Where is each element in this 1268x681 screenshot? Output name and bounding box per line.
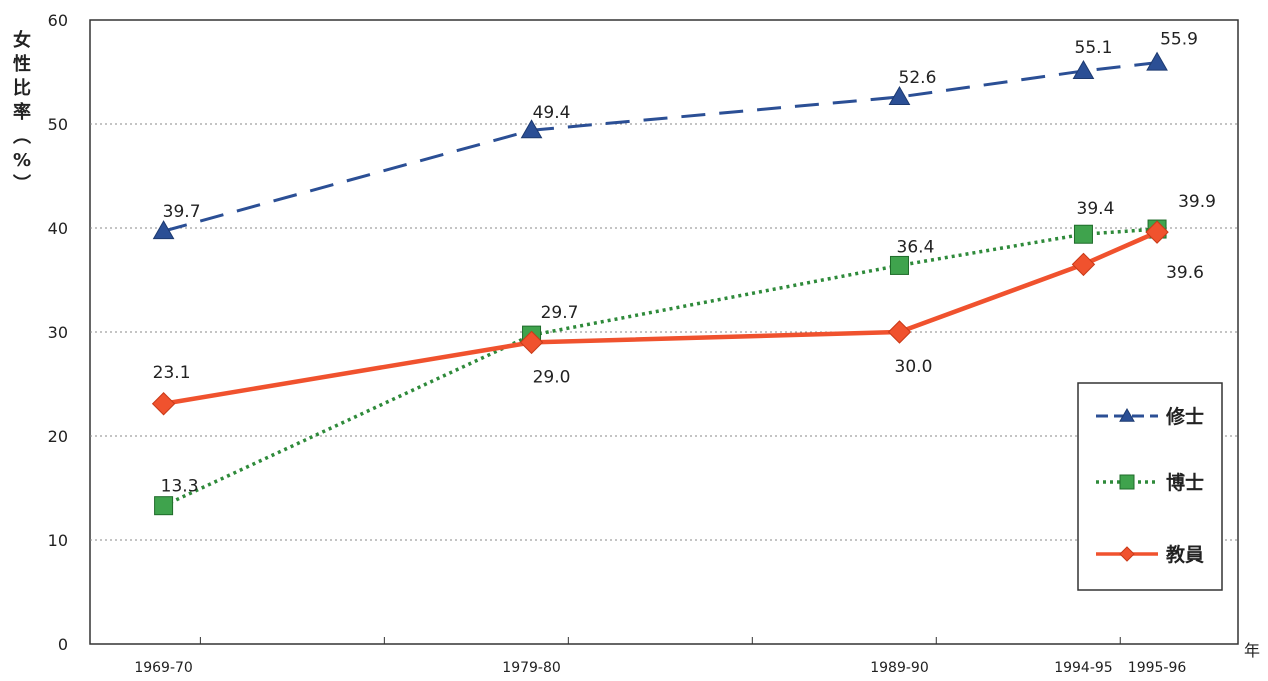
data-label: 29.7 (541, 303, 579, 323)
y-axis-label-char: 率 (13, 101, 31, 123)
data-point (887, 320, 912, 344)
x-tick-label: 1979-80 (502, 660, 561, 676)
data-point (151, 392, 176, 416)
data-label: 29.0 (533, 367, 571, 387)
legend-label: 修士 (1165, 405, 1204, 428)
x-tick-label: 1995-96 (1128, 660, 1187, 676)
data-label: 23.1 (153, 363, 191, 383)
y-tick-label: 60 (48, 11, 68, 30)
y-axis-label-char: ︶ (13, 173, 31, 195)
data-label: 39.4 (1077, 199, 1115, 219)
y-tick-label: 40 (48, 219, 68, 238)
legend-marker (1119, 407, 1135, 422)
data-label: 30.0 (895, 357, 933, 377)
y-axis-label-char: 比 (13, 78, 31, 99)
y-tick-label: 50 (48, 115, 68, 134)
data-point (1072, 59, 1095, 79)
data-point (154, 496, 174, 516)
data-label: 13.3 (161, 477, 199, 497)
legend-marker (1119, 546, 1135, 562)
y-tick-label: 10 (48, 531, 68, 550)
y-axis-label-char: % (13, 150, 31, 171)
data-point (889, 255, 909, 275)
data-point (888, 85, 911, 105)
y-tick-label: 20 (48, 427, 68, 446)
gridlines (90, 123, 1238, 541)
data-label: 49.4 (533, 103, 571, 123)
y-tick-label: 0 (58, 635, 68, 654)
data-point (520, 119, 543, 139)
x-axis-ticks: 1969-70 1979-80 1989-90 1994-95 1995-96 (134, 637, 1186, 676)
legend-label: 博士 (1166, 471, 1204, 494)
data-point (1146, 51, 1168, 71)
series-修士: 39.7 49.4 52.6 55.1 55.9 (152, 30, 1198, 240)
data-label: 55.9 (1160, 30, 1198, 50)
series-教員: 23.1 29.0 30.0 39.6 (151, 220, 1204, 416)
data-label: 39.6 (1166, 263, 1204, 283)
y-axis-label-char: 女 (13, 29, 31, 51)
data-label: 52.6 (899, 68, 937, 88)
data-label: 39.9 (1178, 192, 1216, 212)
series-line (163, 61, 1158, 233)
x-tick-label: 1994-95 (1054, 660, 1113, 676)
data-label: 36.4 (897, 237, 935, 257)
y-axis-label-char: ︵ (13, 126, 31, 147)
data-point (1071, 252, 1096, 277)
y-axis-label-char: 性 (13, 53, 31, 75)
data-point (1073, 224, 1093, 244)
y-axis-ticks: 0 10 20 30 40 50 60 (48, 11, 68, 654)
series-group: 39.7 49.4 52.6 55.1 55.9 13.3 29.7 36.4 39.4 39.9… (151, 30, 1216, 516)
x-axis-unit: 年 (1244, 641, 1260, 660)
data-point (519, 330, 544, 355)
data-point (1145, 220, 1169, 244)
y-tick-label: 30 (48, 323, 68, 342)
legend-marker (1119, 474, 1135, 490)
data-label: 39.7 (163, 202, 201, 222)
x-tick-label: 1969-70 (134, 660, 193, 676)
x-tick-label: 1989-90 (870, 660, 929, 676)
data-label: 55.1 (1075, 38, 1113, 58)
data-point (152, 220, 175, 240)
legend-label: 教員 (1166, 543, 1204, 566)
